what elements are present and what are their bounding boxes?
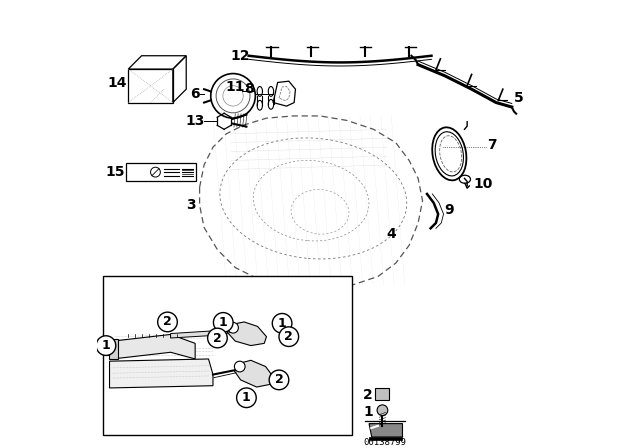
Polygon shape xyxy=(369,424,403,437)
Polygon shape xyxy=(109,339,118,359)
Polygon shape xyxy=(369,437,403,440)
Polygon shape xyxy=(227,322,266,345)
Text: 9: 9 xyxy=(445,202,454,216)
Text: 13: 13 xyxy=(186,114,205,128)
Text: 00138799: 00138799 xyxy=(363,438,406,447)
Text: 8: 8 xyxy=(244,82,253,96)
Text: 4: 4 xyxy=(387,227,396,241)
Text: 7: 7 xyxy=(487,138,497,152)
Circle shape xyxy=(228,323,238,333)
Circle shape xyxy=(279,327,299,346)
Text: 1: 1 xyxy=(364,405,373,419)
Text: 15: 15 xyxy=(105,165,125,179)
Polygon shape xyxy=(234,360,273,387)
Circle shape xyxy=(234,361,245,372)
Circle shape xyxy=(377,405,388,416)
Text: 6: 6 xyxy=(190,86,200,101)
Circle shape xyxy=(272,314,292,333)
Text: 1: 1 xyxy=(102,339,110,352)
Text: 14: 14 xyxy=(108,76,127,90)
Circle shape xyxy=(269,370,289,390)
FancyBboxPatch shape xyxy=(375,388,388,401)
Text: 10: 10 xyxy=(473,177,492,191)
Text: 2: 2 xyxy=(275,374,284,387)
Text: D: D xyxy=(132,168,139,177)
Circle shape xyxy=(157,312,177,332)
Polygon shape xyxy=(171,331,215,338)
Text: 2: 2 xyxy=(213,332,222,345)
Text: 2: 2 xyxy=(284,330,293,343)
FancyBboxPatch shape xyxy=(125,163,196,181)
Text: 2: 2 xyxy=(364,388,373,402)
Text: 1: 1 xyxy=(242,391,251,404)
Polygon shape xyxy=(109,359,213,388)
Circle shape xyxy=(237,388,256,408)
Circle shape xyxy=(96,336,116,355)
Text: 5: 5 xyxy=(513,91,524,105)
FancyBboxPatch shape xyxy=(103,276,351,435)
Text: ✶: ✶ xyxy=(142,167,150,177)
Text: 3: 3 xyxy=(186,198,195,212)
Text: 1: 1 xyxy=(278,317,287,330)
Polygon shape xyxy=(113,335,195,359)
Text: △: △ xyxy=(137,172,141,177)
Text: 1: 1 xyxy=(219,316,228,329)
Text: 11: 11 xyxy=(225,80,245,94)
Circle shape xyxy=(207,328,227,348)
Text: 12: 12 xyxy=(230,49,250,63)
Circle shape xyxy=(213,313,233,332)
Text: 2: 2 xyxy=(163,315,172,328)
